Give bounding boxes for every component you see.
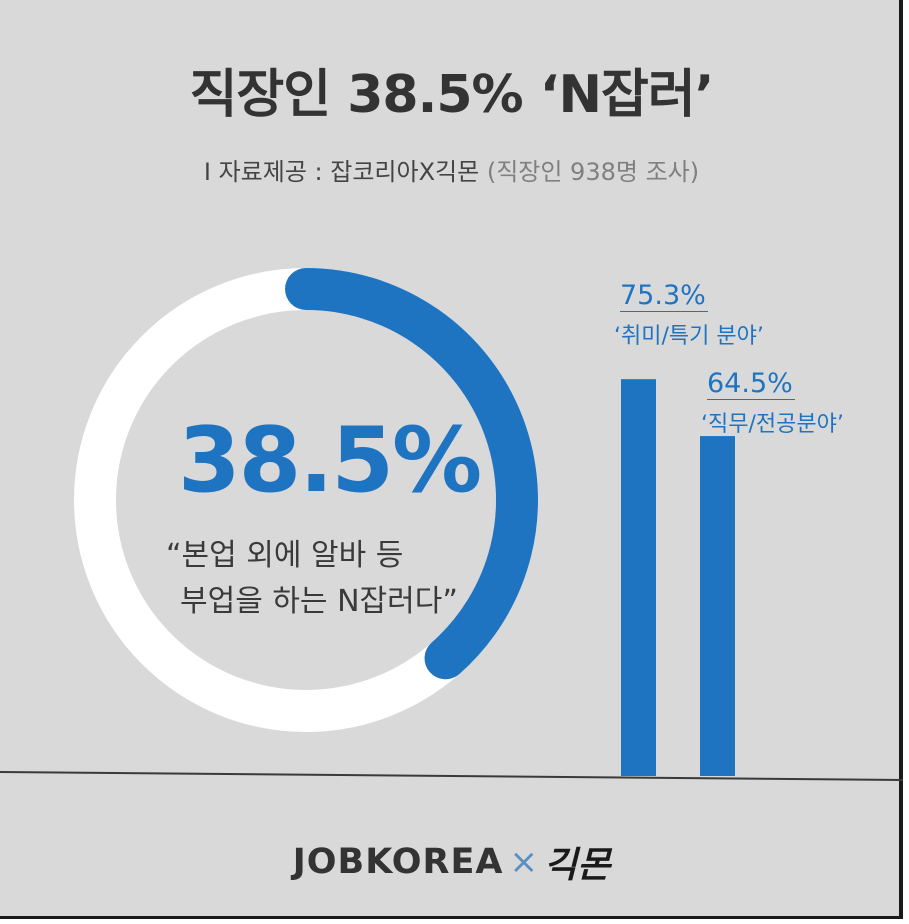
donut-chart xyxy=(74,268,538,732)
bar-category-label-hobby: ‘취미/특기 분야’ xyxy=(614,324,764,349)
page-title: 직장인 38.5% ‘N잡러’ xyxy=(189,65,715,125)
jobkorea-logo: JOBKOREA xyxy=(292,842,504,882)
bar-job xyxy=(700,436,735,776)
bar-value-rule-hobby xyxy=(620,311,708,312)
donut-caption-line-1: “본업 외에 알바 등 xyxy=(166,538,404,573)
source-credit: I 자료제공 : 잡코리아X긱몬 xyxy=(203,158,480,186)
subtitle: I 자료제공 : 잡코리아X긱몬 (직장인 938명 조사) xyxy=(0,152,903,187)
bar-category-label-job: ‘직무/전공분야’ xyxy=(701,412,844,437)
bar-value-label-job: 64.5% xyxy=(707,368,793,399)
gigmon-logo: 긱몬 xyxy=(543,845,611,886)
footer-logo: JOBKOREA × 긱몬 xyxy=(0,836,903,888)
bar-value-rule-job xyxy=(707,399,795,400)
bar-hobby xyxy=(621,379,656,776)
collab-x-icon: × xyxy=(509,842,538,882)
donut-caption-line-2: 부업을 하는 N잡러다” xyxy=(180,584,458,619)
bar-chart xyxy=(621,379,735,776)
donut-percent-label: 38.5% xyxy=(178,408,482,513)
bar-value-label-hobby: 75.3% xyxy=(620,280,706,311)
baseline xyxy=(0,771,903,781)
donut-value-slice xyxy=(285,268,538,680)
survey-note: (직장인 938명 조사) xyxy=(486,158,700,186)
